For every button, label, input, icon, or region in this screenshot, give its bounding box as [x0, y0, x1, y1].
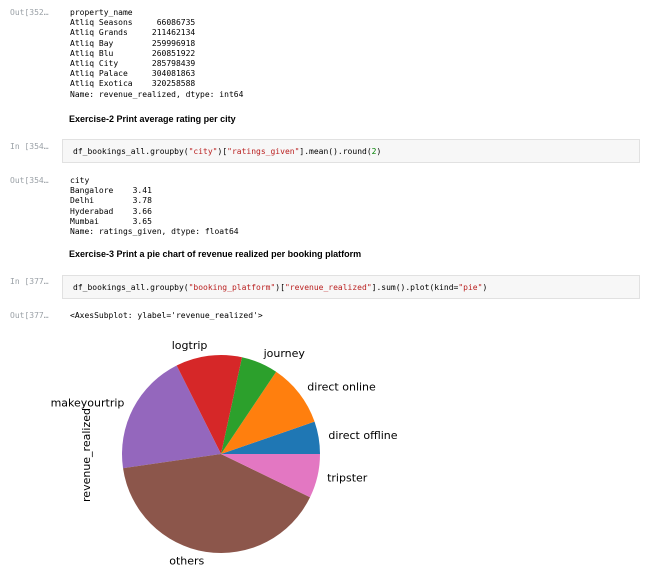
- output-prompt: Out[352…: [10, 8, 49, 17]
- code-cell-pie-chart[interactable]: df_bookings_all.groupby("booking_platfor…: [62, 275, 640, 299]
- pie-slice-direct-online: [221, 371, 315, 454]
- pie-label-makeyourtrip: makeyourtrip: [51, 397, 125, 410]
- output-revenue-by-property: property_name Atliq Seasons 66086735 Atl…: [70, 8, 244, 99]
- pie-slice-makeyourtrip: [121, 365, 221, 469]
- output-avg-rating-by-city: city Bangalore 3.41 Delhi 3.78 Hyderabad…: [70, 176, 239, 237]
- output-axes-repr: <AxesSubplot: ylabel='revenue_realized'>: [70, 311, 263, 320]
- pie-slice-journey: [221, 357, 277, 454]
- pie-slice-tripster: [221, 454, 320, 498]
- input-prompt: In [377…: [10, 277, 49, 286]
- pie-label-others: others: [169, 555, 204, 568]
- pie-label-logtrip: logtrip: [172, 339, 208, 352]
- pie-label-direct-online: direct online: [307, 381, 376, 394]
- code-cell-ratings[interactable]: df_bookings_all.groupby("city")["ratings…: [62, 139, 640, 163]
- pie-label-tripster: tripster: [327, 471, 368, 484]
- markdown-heading-exercise-2: Exercise-2 Print average rating per city: [69, 114, 236, 124]
- code-text[interactable]: df_bookings_all.groupby("city")["ratings…: [73, 147, 382, 156]
- pie-slice-others: [123, 454, 311, 553]
- pie-slice-logtrip: [176, 354, 242, 454]
- pie-label-journey: journey: [263, 347, 306, 360]
- output-prompt: Out[354…: [10, 176, 49, 185]
- input-prompt: In [354…: [10, 142, 49, 151]
- y-axis-label: revenue_realized: [80, 408, 93, 502]
- output-prompt: Out[377…: [10, 311, 49, 320]
- pie-slice-direct-offline: [221, 421, 320, 454]
- markdown-heading-exercise-3: Exercise-3 Print a pie chart of revenue …: [69, 249, 362, 259]
- code-text[interactable]: df_bookings_all.groupby("booking_platfor…: [73, 283, 488, 292]
- pie-label-direct-offline: direct offline: [328, 429, 397, 442]
